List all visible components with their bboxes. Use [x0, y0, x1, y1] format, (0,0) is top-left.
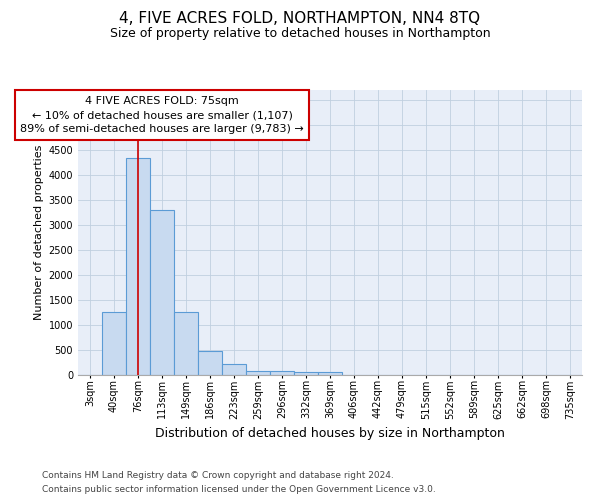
Bar	[198, 350, 222, 375]
Bar	[150, 210, 174, 375]
Text: Contains HM Land Registry data © Crown copyright and database right 2024.: Contains HM Land Registry data © Crown c…	[42, 471, 394, 480]
Y-axis label: Number of detached properties: Number of detached properties	[34, 145, 44, 320]
Bar	[102, 312, 126, 375]
Text: Size of property relative to detached houses in Northampton: Size of property relative to detached ho…	[110, 27, 490, 40]
Bar	[318, 372, 342, 375]
Bar	[174, 312, 198, 375]
Text: Distribution of detached houses by size in Northampton: Distribution of detached houses by size …	[155, 428, 505, 440]
Text: 4, FIVE ACRES FOLD, NORTHAMPTON, NN4 8TQ: 4, FIVE ACRES FOLD, NORTHAMPTON, NN4 8TQ	[119, 11, 481, 26]
Bar	[126, 158, 150, 375]
Bar	[270, 370, 294, 375]
Text: 4 FIVE ACRES FOLD: 75sqm
← 10% of detached houses are smaller (1,107)
89% of sem: 4 FIVE ACRES FOLD: 75sqm ← 10% of detach…	[20, 96, 304, 134]
Text: Contains public sector information licensed under the Open Government Licence v3: Contains public sector information licen…	[42, 485, 436, 494]
Bar	[246, 370, 270, 375]
Bar	[222, 364, 246, 375]
Bar	[294, 372, 318, 375]
